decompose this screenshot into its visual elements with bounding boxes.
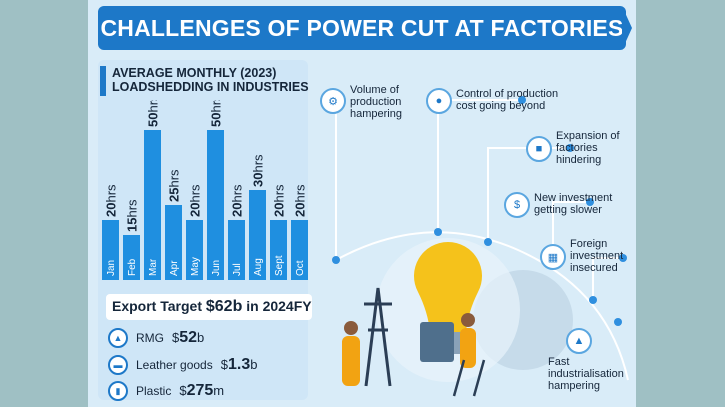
challenge-tree (332, 96, 629, 397)
value-label: 20hrs (293, 184, 308, 217)
money-icon: ● (426, 88, 452, 114)
export-item-amount: 275 (186, 382, 214, 399)
export-item-amount: 1.3 (227, 356, 251, 373)
export-heading: Export Target $62b in 2024FY (112, 298, 312, 316)
bar-jan (102, 220, 119, 280)
tree-branch-5 (592, 257, 623, 300)
page-title: CHALLENGES OF POWER CUT AT FACTORIES (100, 14, 624, 41)
category-label: Jan (106, 260, 117, 276)
export-item-unit: m (213, 383, 225, 398)
tree-node (484, 238, 492, 246)
bar-sept (270, 220, 287, 280)
category-label: Jun (211, 260, 222, 276)
shoe-icon: ▬ (108, 355, 128, 375)
money-bag-icon: $ (504, 192, 530, 218)
category-label: May (190, 257, 201, 276)
bar-jul (228, 220, 245, 280)
export-heading-suffix: in 2024FY (242, 298, 312, 314)
export-item-plastic: ▮ Plastic $275m (108, 381, 224, 401)
export-item-leather: ▬ Leather goods $1.3b (108, 355, 257, 375)
bar-feb (123, 235, 140, 280)
category-label: Sept (274, 255, 285, 276)
chart-heading: AVERAGE MONTHLY (2023) LOADSHEDDING IN I… (100, 64, 310, 100)
export-item-unit: b (250, 357, 258, 372)
export-item-currency: $ (220, 357, 228, 372)
factory-icon: ■ (526, 136, 552, 162)
bar-jun (207, 130, 224, 280)
export-item-amount: 52 (179, 329, 198, 346)
banner-tail (622, 6, 632, 50)
value-label: 20hrs (230, 184, 245, 217)
export-target-box: Export Target $62b in 2024FY (106, 294, 312, 320)
industry-icon: ▲ (566, 328, 592, 354)
bar-aug (249, 190, 266, 280)
challenge-label-4: New investment getting slower (534, 192, 613, 216)
challenge-label-6: Fast industrialisation hampering (548, 356, 624, 392)
category-label: Feb (127, 258, 138, 276)
tree-node (619, 254, 627, 262)
bar-oct (291, 220, 308, 280)
tree-node (586, 198, 594, 206)
export-item-rmg: ▲ RMG $52b (108, 328, 204, 348)
worker-left (342, 336, 360, 386)
challenge-label-3: Expansion of factories hindering (556, 130, 620, 166)
bar-mar (144, 130, 161, 280)
tree-node (589, 296, 597, 304)
bottle-icon: ▮ (108, 381, 128, 401)
export-item-currency: $ (172, 330, 180, 345)
value-label: 30hrs (251, 154, 266, 187)
chart-heading-line1: AVERAGE MONTHLY (2023) (112, 66, 277, 80)
value-label: 20hrs (272, 184, 287, 217)
value-label: 20hrs (104, 184, 119, 217)
tree-node (614, 318, 622, 326)
export-item-label: Plastic (136, 384, 172, 398)
tree-node (566, 144, 574, 152)
category-label: Aug (253, 258, 264, 276)
value-label: 50hrs (146, 100, 161, 127)
export-item-label: Leather goods (136, 358, 213, 372)
value-label: 50hrs (209, 100, 224, 127)
value-label: 25hrs (167, 169, 182, 202)
ladder-icon (452, 359, 486, 397)
building-icon: ▦ (540, 244, 566, 270)
tree-node (518, 96, 526, 104)
pylon-icon (364, 287, 392, 387)
category-label: Apr (169, 260, 180, 276)
chart-heading-line2: LOADSHEDDING IN INDUSTRIES (112, 80, 309, 94)
tree-node (434, 228, 442, 236)
shirt-icon: ▲ (108, 328, 128, 348)
heading-accent-bar (100, 66, 106, 96)
category-label: Jul (232, 263, 243, 276)
title-banner: CHALLENGES OF POWER CUT AT FACTORIES (98, 6, 632, 50)
bulb-icon (414, 242, 482, 332)
worker-left-head (344, 321, 358, 335)
tree-node (332, 256, 340, 264)
gear-icon: ⚙ (320, 88, 346, 114)
bar-apr (165, 205, 182, 280)
export-item-currency: $ (179, 383, 187, 398)
electric-box (420, 322, 454, 362)
export-heading-amount: $62b (205, 298, 243, 315)
value-label: 20hrs (188, 184, 203, 217)
category-label: Oct (295, 260, 306, 276)
bar-may (186, 220, 203, 280)
tree-arc (335, 231, 629, 381)
export-item-unit: b (197, 330, 205, 345)
worker-right-head (461, 313, 475, 327)
bar-chart: Jan 20hrs Feb 15hrs Mar 50hrs Apr 25hrs May 20hrs… (102, 100, 308, 280)
challenge-label-1: Volume of production hampering (350, 84, 402, 120)
challenge-label-2: Control of production cost going beyond (456, 88, 559, 112)
infographic: CHALLENGES OF POWER CUT AT FACTORIES AVE… (88, 0, 636, 407)
export-heading-prefix: Export Target (112, 298, 206, 314)
worker-right (460, 328, 476, 368)
challenge-label-5: Foreign investment insecured (570, 238, 624, 274)
value-label: 15hrs (125, 199, 140, 232)
export-item-label: RMG (136, 331, 164, 345)
category-label: Mar (148, 258, 159, 276)
